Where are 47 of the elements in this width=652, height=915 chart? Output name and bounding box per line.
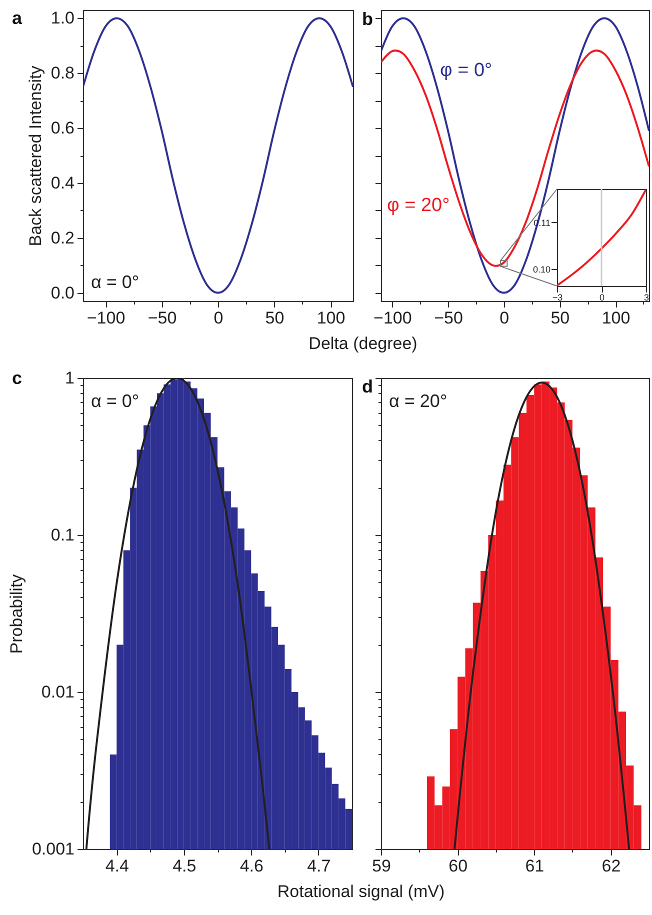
x-axis-title: Rotational signal (mV) xyxy=(277,882,445,902)
y-tick-label: 0.6 xyxy=(50,118,74,138)
x-tick-label: 0 xyxy=(500,308,510,328)
y-tick-label: 0.1 xyxy=(50,526,74,544)
x-tick-label: 59 xyxy=(372,856,391,876)
chart-title: d xyxy=(362,376,373,396)
y-tick-label: 0.0 xyxy=(50,283,74,302)
x-tick-label: −50 xyxy=(148,308,177,328)
x-axis-title: Delta (degree) xyxy=(308,334,418,354)
y-tick-label: 0.001 xyxy=(32,840,74,858)
line-series xyxy=(83,17,353,294)
y-tick-label: 1.0 xyxy=(50,8,74,28)
y-tick-label: 0.01 xyxy=(41,682,74,702)
x-tick-label: 62 xyxy=(602,856,621,876)
x-tick-label: −100 xyxy=(374,308,412,328)
x-tick-label: 0 xyxy=(599,292,605,302)
x-tick-label: 100 xyxy=(316,308,346,328)
x-tick-label: −50 xyxy=(434,308,463,328)
chart-title: b xyxy=(362,9,373,29)
series-label: φ = 20° xyxy=(387,195,450,216)
chart-title: c xyxy=(12,368,22,388)
x-tick-label: 61 xyxy=(525,856,544,876)
annotation: α = 0° xyxy=(91,272,140,292)
x-tick-label: 3 xyxy=(644,292,650,302)
annotation: α = 20° xyxy=(389,391,448,411)
y-tick-label: 1 xyxy=(65,368,74,388)
y-axis-title: Probability xyxy=(6,574,26,654)
x-tick-label: 50 xyxy=(550,308,570,328)
y-tick-label: 0.2 xyxy=(50,228,74,248)
chart-title: a xyxy=(12,8,23,28)
x-tick-label: 100 xyxy=(602,308,630,328)
x-tick-label: 50 xyxy=(265,308,284,328)
x-tick-label: 4.4 xyxy=(105,856,129,876)
annotation: α = 0° xyxy=(91,391,140,411)
x-tick-label: 60 xyxy=(448,856,468,876)
x-tick-label: 0 xyxy=(214,308,224,328)
y-tick-label: 0.8 xyxy=(50,64,74,83)
x-tick-label: 4.6 xyxy=(240,856,264,876)
series-label: φ = 0° xyxy=(440,60,492,81)
y-tick-label: 0.10 xyxy=(532,264,550,275)
x-tick-label: 4.7 xyxy=(307,856,331,876)
x-tick-label: −100 xyxy=(86,308,126,328)
y-axis-title: Back scattered Intensity xyxy=(26,65,45,246)
y-tick-label: 0.4 xyxy=(50,173,74,192)
x-tick-label: 4.5 xyxy=(172,856,196,876)
x-tick-label: −3 xyxy=(552,292,563,302)
line-series xyxy=(85,378,270,849)
